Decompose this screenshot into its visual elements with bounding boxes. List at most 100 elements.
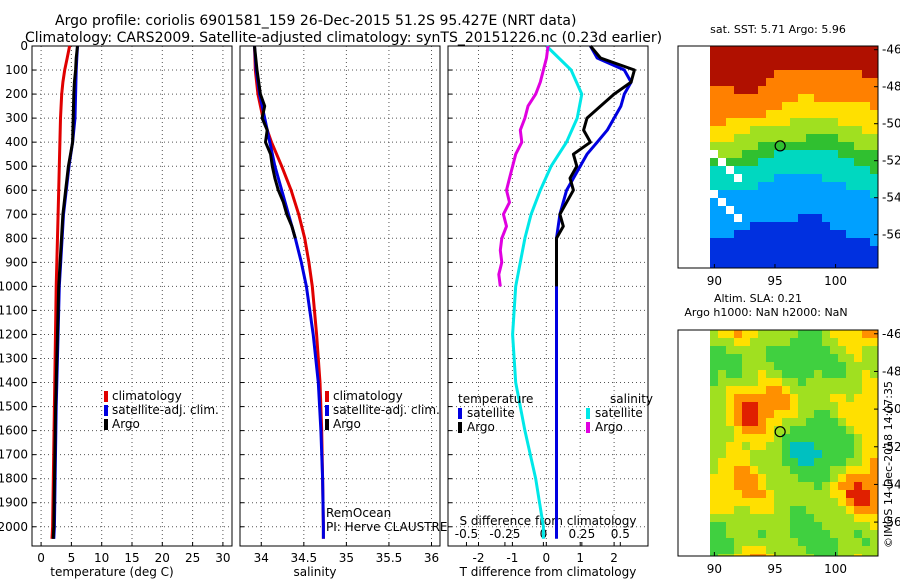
map-cell <box>758 450 766 458</box>
map-cell <box>846 230 854 238</box>
map-cell <box>750 86 758 94</box>
map-cell <box>742 222 750 230</box>
map-cell <box>830 142 838 150</box>
x-axis-label: salinity <box>293 565 336 579</box>
map-cell <box>766 538 774 546</box>
map-cell <box>846 174 854 182</box>
map-cell <box>758 246 766 254</box>
map-cell <box>854 134 862 142</box>
map-cell <box>774 78 782 86</box>
map-cell <box>838 418 846 426</box>
map-cell <box>790 174 798 182</box>
map-cell <box>774 386 782 394</box>
map-cell <box>726 546 734 554</box>
map-cell <box>838 346 846 354</box>
map-cell <box>798 378 806 386</box>
map-cell <box>798 86 806 94</box>
map-cell <box>718 378 726 386</box>
map-cell <box>846 538 854 546</box>
map-cell <box>726 426 734 434</box>
map-cell <box>758 362 766 370</box>
map-cell <box>830 190 838 198</box>
map-cell <box>798 46 806 54</box>
map-cell <box>766 238 774 246</box>
map-cell <box>846 474 854 482</box>
map-cell <box>750 458 758 466</box>
map-cell <box>718 450 726 458</box>
map-cell <box>838 554 846 556</box>
map-cell <box>758 222 766 230</box>
map-cell <box>822 246 830 254</box>
map-cell <box>814 254 822 262</box>
map-cell <box>710 238 718 246</box>
map-cell <box>822 238 830 246</box>
map-cell <box>790 110 798 118</box>
map-cell <box>798 434 806 442</box>
map-cell <box>806 150 814 158</box>
map-cell <box>774 206 782 214</box>
map-cell <box>774 490 782 498</box>
map-cell <box>838 230 846 238</box>
map-cell <box>830 338 838 346</box>
map-cell <box>766 78 774 86</box>
map-cell <box>742 450 750 458</box>
map-cell <box>758 354 766 362</box>
map-cell <box>742 54 750 62</box>
map-cell <box>822 254 830 262</box>
map-cell <box>830 482 838 490</box>
map-cell <box>774 166 782 174</box>
map-cell <box>726 182 734 190</box>
series-line-argo <box>253 45 297 239</box>
map-cell <box>726 174 734 182</box>
map-cell <box>798 230 806 238</box>
map-cell <box>710 362 718 370</box>
map-cell <box>846 466 854 474</box>
map-cell <box>726 206 734 214</box>
map-cell <box>838 434 846 442</box>
map-subtitle: Argo h1000: NaN h2000: NaN <box>684 306 847 319</box>
map-cell <box>742 174 750 182</box>
map-cell <box>750 370 758 378</box>
map-cell <box>734 514 742 522</box>
map-y-tick-label: -46 <box>882 43 900 57</box>
map-cell <box>814 70 822 78</box>
map-cell <box>846 70 854 78</box>
depth-tick-label: 1600 <box>0 424 28 438</box>
map-cell <box>710 370 718 378</box>
map-cell <box>782 490 790 498</box>
map-cell <box>758 166 766 174</box>
map-cell <box>742 514 750 522</box>
map-cell <box>774 434 782 442</box>
legend-label: climatology <box>112 389 182 403</box>
map-cell <box>814 102 822 110</box>
map-cell <box>734 450 742 458</box>
map-cell <box>806 458 814 466</box>
map-cell <box>742 490 750 498</box>
map-cell <box>830 386 838 394</box>
depth-tick-label: 1700 <box>0 448 28 462</box>
x-tick-label: 0 <box>542 551 550 565</box>
map-cell <box>710 86 718 94</box>
map-cell <box>814 378 822 386</box>
map-cell <box>766 174 774 182</box>
map-cell <box>830 62 838 70</box>
map-cell <box>710 110 718 118</box>
map-cell <box>734 262 742 268</box>
map-cell <box>774 378 782 386</box>
map-cell <box>830 198 838 206</box>
map-cell <box>734 458 742 466</box>
map-cell <box>854 522 862 530</box>
map-cell <box>750 54 758 62</box>
map-cell <box>734 102 742 110</box>
legend-swatch <box>325 405 329 416</box>
map-cell <box>798 254 806 262</box>
map-cell <box>766 466 774 474</box>
map-cell <box>814 466 822 474</box>
map-cell <box>750 498 758 506</box>
map-cell <box>742 522 750 530</box>
map-cell <box>774 450 782 458</box>
map-cell <box>758 474 766 482</box>
legend-label: satellite-adj. clim. <box>333 403 440 417</box>
map-cell <box>782 434 790 442</box>
